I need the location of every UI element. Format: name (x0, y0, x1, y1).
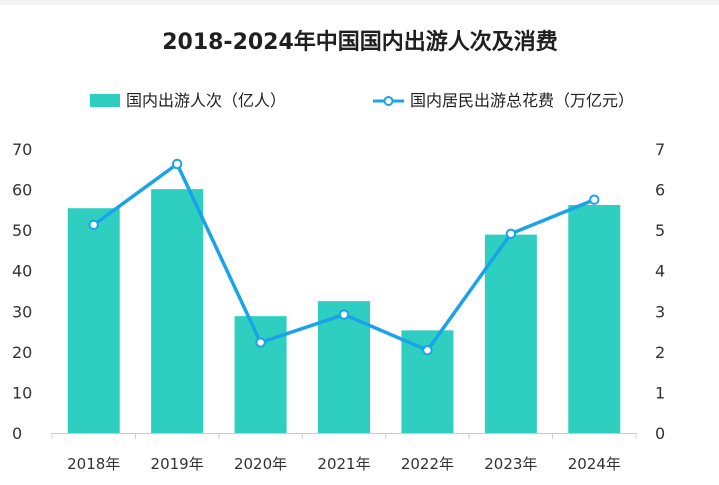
x-axis-labels: 2018年 2019年 2020年 2021年 2022年 2023年 2024年 (67, 455, 621, 473)
bar (568, 204, 621, 433)
legend: 国内出游人次（亿人） 国内居民出游总花费（万亿元） (90, 91, 634, 110)
top-divider (0, 0, 719, 5)
legend-line-marker (383, 96, 394, 106)
right-tick-label: 6 (655, 181, 665, 200)
category-label: 2024年 (568, 455, 621, 473)
bar (151, 189, 204, 433)
left-tick-label: 50 (12, 221, 32, 240)
line-point (255, 337, 266, 348)
legend-bar-swatch (90, 94, 120, 107)
legend-line-label: 国内居民出游总花费（万亿元） (410, 91, 634, 110)
right-tick-label: 4 (655, 262, 665, 281)
line-point (505, 228, 517, 239)
right-tick-label: 0 (655, 424, 665, 443)
right-axis: 0 1 2 3 4 5 6 7 (655, 140, 665, 443)
category-label: 2019年 (151, 455, 204, 473)
left-tick-label: 60 (12, 181, 32, 200)
bar (234, 316, 287, 433)
right-tick-label: 5 (655, 221, 665, 240)
left-tick-label: 70 (12, 140, 32, 159)
right-tick-label: 1 (655, 383, 665, 402)
left-axis: 0 10 20 30 40 50 60 70 (12, 140, 32, 443)
left-tick-label: 30 (12, 302, 32, 321)
category-label: 2018年 (67, 455, 120, 473)
chart-title: 2018-2024年中国国内出游人次及消费 (162, 29, 558, 55)
left-tick-label: 10 (12, 383, 32, 402)
right-tick-label: 2 (655, 343, 665, 362)
line-point (422, 345, 433, 356)
category-label: 2021年 (317, 455, 370, 473)
left-tick-label: 0 (12, 424, 22, 443)
bar (484, 234, 537, 433)
category-label: 2022年 (401, 455, 454, 473)
category-label: 2020年 (234, 455, 287, 473)
left-tick-label: 20 (12, 343, 32, 362)
right-tick-label: 3 (655, 302, 665, 321)
right-tick-label: 7 (655, 140, 665, 159)
x-axis-ticks (51, 433, 637, 439)
legend-bar-label: 国内出游人次（亿人） (126, 91, 286, 110)
bar (67, 208, 120, 433)
line-point (338, 309, 350, 320)
category-label: 2023年 (484, 455, 537, 473)
left-tick-label: 40 (12, 262, 32, 281)
line-point (88, 219, 99, 231)
line-point (171, 158, 183, 170)
line-series (88, 158, 600, 356)
line-point (589, 194, 600, 205)
